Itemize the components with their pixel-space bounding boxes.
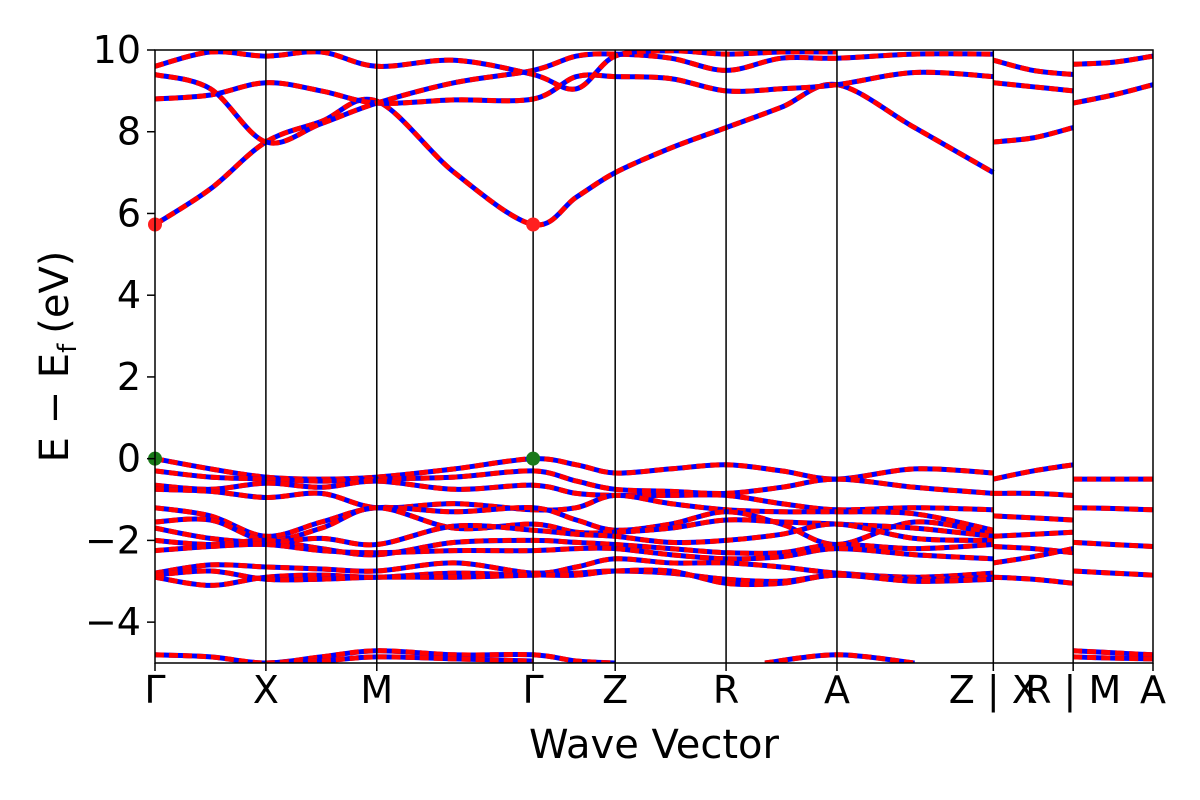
- band-line-spin-up: [155, 468, 994, 497]
- band-line-spin-down: [1073, 539, 1153, 549]
- band-line-spin-down: [993, 513, 1074, 523]
- band-line-spin-up: [993, 490, 1074, 498]
- x-tick-label: Γ: [144, 668, 165, 712]
- y-axis-title: E − Ef (eV): [32, 251, 83, 463]
- x-tick-label: Γ: [523, 668, 544, 712]
- y-tick-label: 8: [117, 110, 141, 154]
- band-line-spin-up: [155, 456, 994, 482]
- x-axis-title: Wave Vector: [529, 722, 780, 768]
- x-tick-label: R: [713, 668, 739, 712]
- y-axis-ticks: −4 −2 0 2 4 6 8 10: [85, 28, 155, 644]
- band-line-spin-up: [993, 80, 1074, 94]
- band-line-spin-down: [993, 574, 1074, 586]
- band-line-spin-down: [1073, 648, 1153, 658]
- band-line-spin-up: [1073, 648, 1153, 658]
- y-tick-label: 4: [117, 273, 141, 317]
- plot-frame: [154, 49, 1154, 664]
- band-line-spin-down: [993, 125, 1074, 145]
- extrema-markers: [148, 217, 541, 466]
- y-tick-label: 2: [117, 355, 141, 399]
- band-line-spin-down: [993, 529, 1074, 539]
- high-symmetry-lines: [265, 50, 1074, 663]
- band-line-spin-up: [992, 546, 1074, 566]
- band-line-spin-up: [1073, 654, 1153, 662]
- y-tick-label: 10: [93, 28, 141, 72]
- band-line-spin-down: [1073, 53, 1153, 67]
- x-tick-label: A: [1140, 668, 1166, 712]
- y-axis-title-subscript: f: [53, 343, 83, 353]
- x-tick-label: M: [360, 668, 393, 712]
- band-line-spin-down: [993, 490, 1074, 498]
- band-line-spin-up: [764, 652, 915, 663]
- band-line-spin-up: [992, 462, 1074, 482]
- band-line-spin-up: [155, 81, 995, 228]
- band-line-spin-up: [155, 556, 994, 580]
- band-line-spin-down: [992, 57, 1074, 77]
- band-line-spin-up: [993, 529, 1074, 539]
- x-tick-label: Z | X: [949, 668, 1038, 713]
- x-tick-label: X: [253, 668, 279, 712]
- band-line-spin-up: [155, 51, 994, 146]
- band-line-spin-up: [155, 567, 994, 588]
- bands-layer: [155, 50, 1153, 663]
- band-line-spin-up: [1073, 539, 1153, 549]
- y-tick-label: −4: [85, 600, 141, 644]
- band-line-spin-up: [155, 541, 994, 562]
- y-tick-label: −2: [85, 518, 141, 562]
- band-line-spin-up: [155, 648, 616, 663]
- cbm-marker: [526, 217, 541, 232]
- band-line-spin-up: [1073, 568, 1153, 578]
- band-line-spin-up: [155, 69, 994, 106]
- band-line-spin-up: [265, 654, 534, 663]
- x-axis-ticks: Γ X M Γ Z R A Z | XR | M A: [144, 663, 1166, 713]
- y-tick-label: 6: [117, 191, 141, 235]
- band-line-spin-down: [155, 81, 995, 228]
- band-line-spin-up: [993, 513, 1074, 523]
- band-line-spin-up: [993, 574, 1074, 586]
- band-line-spin-down: [992, 462, 1074, 482]
- band-line-spin-up: [155, 537, 994, 558]
- x-tick-label: Z: [602, 668, 628, 712]
- x-tick-label: R | M: [1025, 668, 1121, 713]
- x-tick-label: A: [824, 668, 850, 712]
- band-line-spin-up: [993, 125, 1074, 145]
- y-tick-label: 0: [117, 437, 141, 481]
- y-axis-title-unit: (eV): [32, 251, 78, 334]
- band-line-spin-down: [1073, 505, 1153, 513]
- band-line-spin-up: [1072, 82, 1153, 106]
- band-line-spin-down: [1073, 568, 1153, 578]
- band-line-spin-up: [1073, 505, 1153, 513]
- band-line-spin-down: [1072, 82, 1153, 106]
- band-line-spin-down: [993, 80, 1074, 94]
- band-line-spin-up: [1073, 53, 1153, 67]
- y-axis-title-main: E − E: [32, 353, 78, 463]
- band-line-spin-up: [155, 486, 994, 533]
- vbm-marker: [526, 451, 541, 466]
- band-line-spin-up: [992, 57, 1074, 77]
- band-line-spin-down: [1073, 654, 1153, 662]
